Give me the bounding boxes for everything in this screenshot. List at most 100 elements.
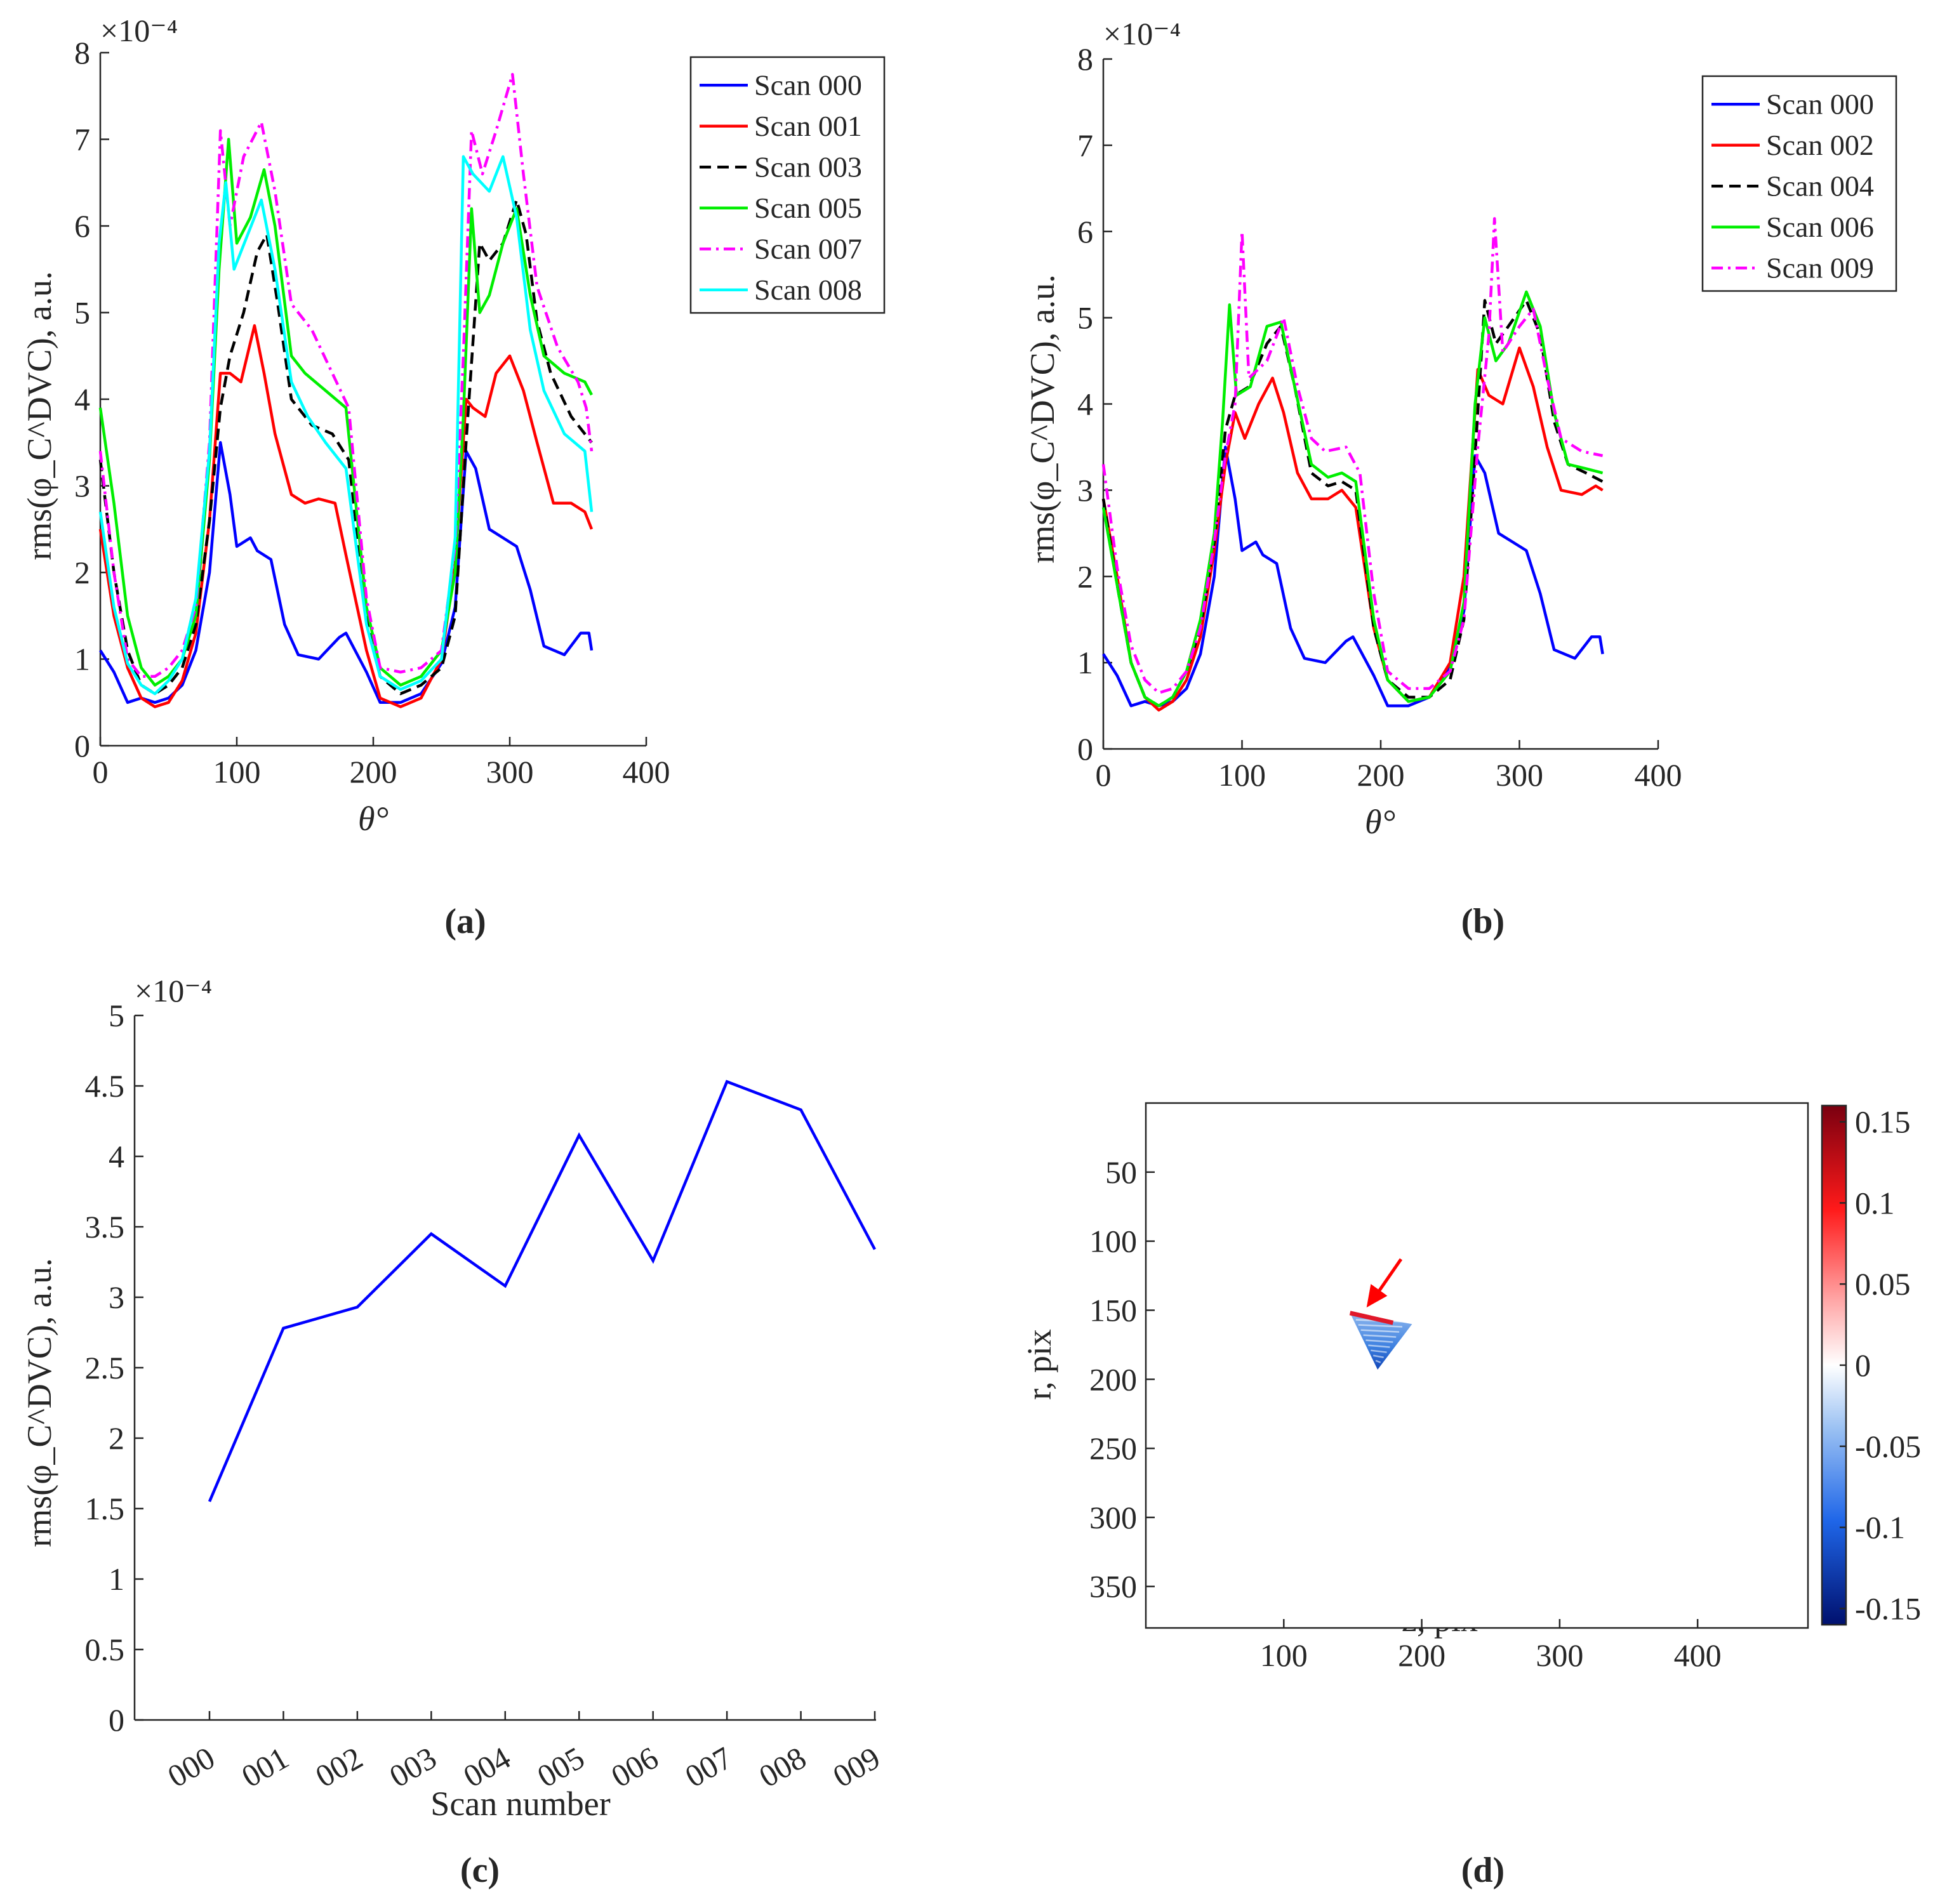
y-tick-label: 5: [74, 295, 90, 331]
heatmap-band: [1375, 1359, 1381, 1363]
y-tick-label: 200: [1089, 1361, 1137, 1397]
legend-entry: Scan 007: [754, 232, 862, 265]
x-tick-label: 300: [1496, 757, 1543, 793]
y-tick-label: 1.5: [85, 1491, 125, 1526]
heatmap-band: [1358, 1324, 1403, 1328]
x-tick-label: 007: [679, 1740, 738, 1794]
y-tick-label: 7: [74, 122, 90, 157]
series-line: [208, 1080, 876, 1502]
x-tick-label: 200: [1357, 757, 1405, 793]
panel-a-xlabel: θ°: [358, 800, 389, 838]
y-tick-label: 8: [1077, 41, 1093, 77]
y-tick-label: 150: [1089, 1292, 1137, 1328]
x-tick-label: 002: [309, 1740, 368, 1794]
panel-a-line-chart: ×10⁻⁴ θ° rms(φ_C^DVC), a.u. (a) 0 100 200 3…: [20, 13, 886, 941]
colorbar-tick-label: 0.1: [1855, 1185, 1895, 1220]
y-tick-label: 250: [1089, 1431, 1137, 1466]
y-tick-label: 0: [109, 1702, 124, 1738]
x-tick-label: 0: [93, 754, 109, 790]
y-tick-label: 1: [74, 642, 90, 677]
colorbar-tick-label: 0.15: [1855, 1104, 1911, 1140]
legend-entry: Scan 000: [1766, 88, 1874, 120]
y-tick-label: 50: [1105, 1154, 1137, 1190]
colorbar-tick-label: 0: [1855, 1347, 1871, 1383]
x-tick-label: 100: [1218, 757, 1266, 793]
heatmap-band: [1363, 1334, 1397, 1338]
y-tick-label: 2: [74, 555, 90, 590]
legend-entry: Scan 008: [754, 274, 862, 306]
legend-box: [689, 56, 886, 314]
x-tick-label: 400: [1635, 757, 1682, 793]
legend-entry: Scan 002: [1766, 129, 1874, 161]
legend-entry: Scan 006: [1766, 211, 1874, 243]
panel-c-line-chart: ×10⁻⁴ Scan number rms(φ_C^DVC), a.u. (c)…: [20, 973, 886, 1890]
panel-b-line-chart: ×10⁻⁴ θ° rms(φ_C^DVC), a.u. (b) 0 100 200 3…: [1023, 16, 1897, 941]
y-tick-label: 4.5: [85, 1068, 125, 1104]
panel-c-xlabel: Scan number: [430, 1785, 610, 1823]
heatmap-band: [1368, 1344, 1390, 1348]
y-tick-label: 6: [74, 208, 90, 244]
y-tick-label: 4: [109, 1139, 124, 1174]
series-line-scan-002: [1101, 346, 1604, 712]
y-tick-label: 4: [74, 381, 90, 417]
series-line-scan-007: [98, 72, 594, 678]
x-tick-label: 100: [1260, 1637, 1308, 1673]
panel-a-ylabel: rms(φ_C^DVC), a.u.: [20, 271, 58, 560]
panel-a-caption: (a): [444, 902, 486, 941]
legend-entry: Scan 009: [1766, 251, 1874, 284]
panel-b-exponent: ×10⁻⁴: [1103, 16, 1181, 51]
heatmap-band: [1360, 1329, 1400, 1333]
y-tick-label: 2: [1077, 559, 1093, 594]
x-tick-label: 008: [753, 1740, 812, 1794]
panel-b-xlabel: θ°: [1365, 803, 1395, 841]
y-tick-label: 4: [1077, 387, 1093, 422]
legend-entry: Scan 004: [1766, 169, 1874, 202]
colorbar-tick-label: -0.15: [1855, 1590, 1921, 1626]
panel-a-exponent: ×10⁻⁴: [100, 13, 178, 48]
y-tick-label: 3: [109, 1279, 124, 1315]
series-line-scan-001: [98, 324, 594, 708]
panel-d-ylabel: r, pix: [1020, 1329, 1058, 1400]
legend-entry: Scan 005: [754, 192, 862, 224]
y-tick-label: 3: [74, 468, 90, 504]
heatmap-frame: [1145, 1102, 1809, 1629]
panel-c-ylabel: rms(φ_C^DVC), a.u.: [20, 1258, 58, 1547]
panel-b-caption: (b): [1461, 902, 1505, 941]
y-tick-label: 0.5: [85, 1632, 125, 1667]
x-tick-label: 006: [605, 1740, 664, 1794]
x-tick-label: 001: [236, 1740, 295, 1794]
x-tick-label: 000: [162, 1740, 221, 1794]
panel-d-caption: (d): [1461, 1851, 1505, 1890]
y-tick-label: 0: [1077, 731, 1093, 767]
colorbar-tick-label: -0.05: [1855, 1429, 1921, 1464]
panel-b-ylabel: rms(φ_C^DVC), a.u.: [1023, 274, 1061, 563]
panel-d-heatmap: z, pix r, pix (d) 1002003004005010015020…: [1020, 1102, 1921, 1890]
heatmap-band: [1371, 1349, 1387, 1353]
legend-entry: Scan 001: [754, 110, 862, 142]
panel-c-exponent: ×10⁻⁴: [135, 973, 212, 1008]
panel-c-caption: (c): [460, 1851, 500, 1890]
series-line-scan-008: [98, 155, 594, 696]
y-tick-label: 8: [74, 35, 90, 70]
heatmap-band: [1372, 1354, 1384, 1358]
x-tick-label: 300: [486, 754, 534, 790]
x-tick-label: 009: [827, 1740, 886, 1794]
y-tick-label: 3: [1077, 472, 1093, 508]
x-tick-label: 200: [1398, 1637, 1445, 1673]
y-tick-label: 5: [109, 998, 124, 1033]
series-line-scan-009: [1101, 217, 1604, 694]
y-tick-label: 2.5: [85, 1350, 125, 1385]
series-line-scan-003: [98, 198, 593, 696]
x-tick-label: 300: [1536, 1637, 1583, 1673]
y-tick-label: 300: [1089, 1500, 1137, 1535]
legend-entry: Scan 000: [754, 69, 862, 101]
x-tick-label: 0: [1096, 757, 1112, 793]
y-tick-label: 7: [1077, 128, 1093, 163]
x-tick-label: 400: [623, 754, 670, 790]
y-tick-label: 100: [1089, 1224, 1137, 1259]
series-line-scan-000: [99, 441, 594, 704]
arrow-head-icon: [1366, 1284, 1388, 1308]
heatmap-positive-edge: [1349, 1311, 1394, 1325]
y-tick-label: 1: [109, 1561, 124, 1597]
